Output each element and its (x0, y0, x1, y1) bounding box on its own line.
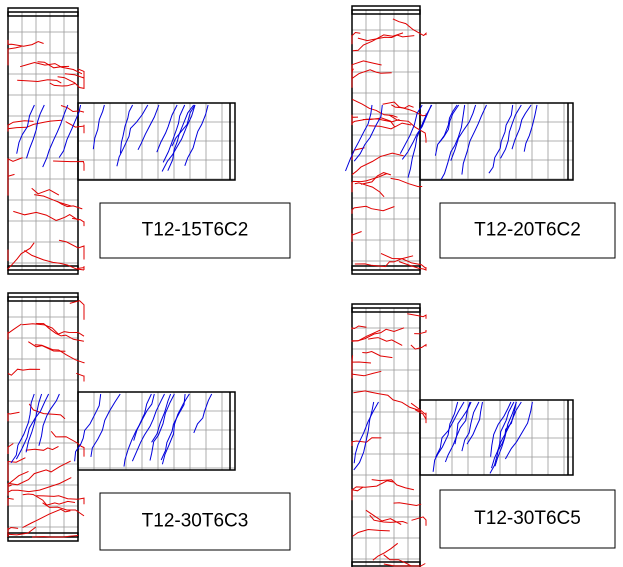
crack-red (8, 158, 23, 177)
crack-red (29, 404, 65, 419)
crack-red (65, 74, 84, 78)
crack-red (8, 444, 13, 455)
crack-blue (462, 105, 487, 175)
crack-blue (194, 394, 212, 433)
crack-red (8, 461, 71, 485)
specimen: T12-15T6C2 (8, 8, 290, 274)
crack-blue (346, 105, 373, 171)
crack-blue (489, 105, 513, 173)
crack-red (411, 345, 426, 349)
crack-red (352, 206, 395, 214)
crack-blue (354, 105, 382, 161)
crack-red (368, 338, 402, 346)
crack-red (8, 324, 22, 340)
crack-red (8, 243, 34, 269)
crack-red (384, 555, 426, 566)
crack-blue (441, 105, 465, 180)
column-outline (8, 12, 78, 270)
column-outline (352, 10, 420, 270)
crack-red (391, 178, 423, 186)
crack-red (58, 77, 84, 89)
crack-red (28, 342, 65, 352)
crack-red (394, 503, 422, 506)
crack-red (352, 153, 404, 175)
beam-outline (420, 103, 573, 180)
crack-red (362, 352, 392, 358)
crack-red (352, 481, 395, 490)
crack-red (20, 63, 82, 74)
specimen-label: T12-20T6C2 (474, 220, 581, 241)
crack-red (66, 122, 84, 134)
crack-red (17, 80, 61, 83)
crack-red (8, 47, 21, 66)
crack-red (50, 83, 75, 86)
crack-blue (132, 394, 164, 461)
specimen-label: T12-15T6C2 (142, 220, 249, 241)
crack-red (353, 530, 390, 537)
crack-blue (134, 394, 155, 441)
crack-red (22, 324, 84, 337)
crack-blue (161, 394, 185, 460)
crack-blue (150, 394, 174, 461)
crack-blue (93, 105, 104, 149)
crack-blue (91, 394, 120, 457)
crack-red (393, 19, 426, 36)
beam-outline (420, 400, 573, 475)
crack-blue (11, 394, 34, 463)
crack-blue (512, 105, 531, 149)
specimen: T12-30T6C5 (352, 304, 615, 567)
crack-red (352, 371, 381, 378)
crack-red (352, 70, 392, 82)
figure: T12-15T6C2 T12-20T6C2 T12-30T6C3 T12-30T6C5 (0, 0, 623, 567)
crack-red (53, 161, 84, 171)
crack-red (59, 240, 84, 259)
crack-blue (185, 105, 208, 166)
crack-red (24, 250, 84, 270)
crack-red (407, 314, 426, 319)
crack-blue (17, 105, 35, 154)
crack-red (8, 174, 15, 195)
crack-blue (39, 394, 60, 446)
crack-blue (27, 105, 45, 158)
crack-red (352, 99, 397, 117)
crack-red (8, 412, 20, 421)
crack-red (13, 211, 78, 220)
specimen: T12-20T6C2 (346, 6, 616, 274)
crack-red (352, 361, 371, 370)
crack-red (412, 517, 427, 526)
crack-red (352, 328, 404, 341)
crack-red (352, 61, 382, 76)
crack-red (372, 480, 414, 490)
crack-red (353, 391, 421, 411)
crack-red (361, 173, 391, 185)
crack-red (8, 40, 44, 46)
crack-blue (138, 105, 159, 150)
specimen-label: T12-30T6C5 (474, 508, 581, 529)
specimen: T12-30T6C3 (8, 293, 290, 550)
crack-red (26, 446, 59, 450)
page: {"panels": [{"label": "T12-15T6C2"}, {"l… (0, 0, 623, 567)
crack-red (35, 345, 84, 364)
specimen-label: T12-30T6C3 (142, 511, 249, 532)
crack-blue (498, 402, 522, 451)
crack-blue (492, 402, 517, 468)
crack-red (8, 498, 14, 506)
crack-red (51, 431, 84, 456)
crack-blue (172, 105, 195, 146)
crack-blue (117, 105, 148, 166)
crack-red (8, 369, 40, 375)
crack-red (23, 509, 71, 527)
